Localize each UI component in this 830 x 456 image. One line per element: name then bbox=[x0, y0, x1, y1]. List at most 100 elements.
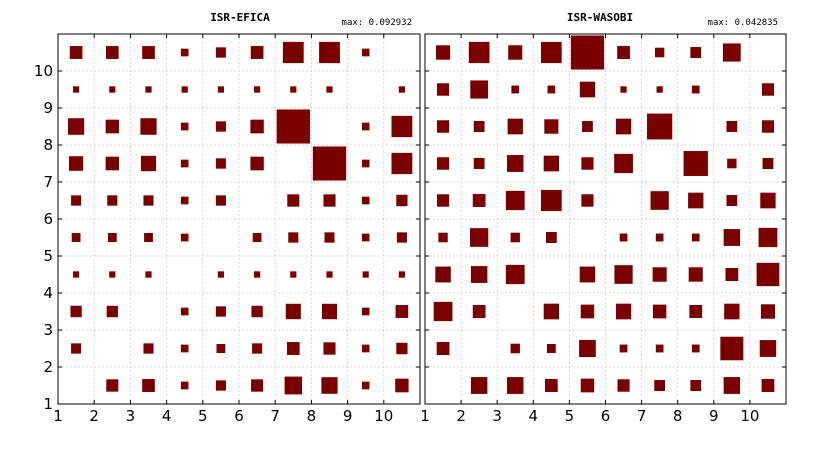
cell-square-r10-c9 bbox=[361, 48, 370, 57]
cell-square-r1-c3 bbox=[507, 377, 524, 394]
cell-square-r3-c4 bbox=[180, 307, 189, 316]
cell-square-r1-c5 bbox=[580, 378, 595, 393]
cell-square-r8-c6 bbox=[615, 118, 632, 135]
cell-square-r4-c1 bbox=[73, 271, 80, 278]
cell-square-r8-c10 bbox=[391, 115, 413, 138]
y-tick-label: 10 bbox=[34, 62, 53, 80]
cell-square-r1-c6 bbox=[617, 379, 630, 392]
cell-square-r8-c4 bbox=[544, 119, 559, 134]
x-tick-label: 6 bbox=[234, 407, 244, 425]
cell-square-r5-c7 bbox=[655, 233, 664, 242]
x-tick-label: 10 bbox=[740, 407, 759, 425]
cell-square-r2-c10 bbox=[396, 342, 408, 355]
cell-square-r8-c3 bbox=[507, 118, 523, 135]
cell-square-r10-c3 bbox=[142, 46, 155, 59]
cell-square-r4-c7 bbox=[652, 267, 667, 282]
cell-square-r10-c7 bbox=[654, 47, 665, 58]
cell-square-r5-c3 bbox=[144, 233, 153, 242]
x-tick-label: 7 bbox=[637, 407, 647, 425]
cell-square-r3-c2 bbox=[472, 304, 486, 319]
cell-square-r5-c10 bbox=[758, 227, 778, 248]
y-tick-label: 3 bbox=[43, 321, 53, 339]
cell-square-r2-c9 bbox=[361, 344, 370, 353]
cell-square-r2-c5 bbox=[216, 344, 226, 353]
marks bbox=[68, 41, 413, 395]
cell-square-r9-c3 bbox=[145, 86, 152, 93]
cell-square-r2-c7 bbox=[286, 342, 300, 355]
ticks: 1 2 3 4 5 6 7 8 9 10 bbox=[420, 34, 786, 425]
cell-square-r5-c10 bbox=[396, 232, 407, 243]
grid bbox=[425, 34, 786, 404]
cell-square-r10-c5 bbox=[215, 47, 226, 58]
cell-square-r5-c7 bbox=[288, 232, 299, 243]
cell-square-r8-c4 bbox=[180, 122, 189, 131]
cell-square-r2-c8 bbox=[691, 344, 700, 353]
cell-square-r3-c4 bbox=[543, 303, 560, 320]
cell-square-r6-c3 bbox=[505, 190, 525, 211]
cell-square-r7-c6 bbox=[250, 156, 264, 171]
cell-square-r9-c7 bbox=[290, 86, 297, 93]
x-tick-label: 10 bbox=[374, 407, 393, 425]
cell-square-r3-c5 bbox=[580, 304, 595, 319]
x-tick-label: 1 bbox=[53, 407, 63, 425]
x-tick-label: 9 bbox=[709, 407, 719, 425]
cell-square-r2-c5 bbox=[579, 339, 596, 358]
y-tick-label: 9 bbox=[43, 99, 53, 117]
x-tick-label: 2 bbox=[89, 407, 99, 425]
cell-square-r6-c2 bbox=[107, 195, 118, 206]
cell-square-r10-c4 bbox=[180, 48, 189, 57]
cell-square-r6-c9 bbox=[726, 194, 738, 207]
cell-square-r2-c10 bbox=[759, 340, 777, 357]
cell-square-r4-c8 bbox=[688, 267, 703, 282]
x-tick-label: 3 bbox=[492, 407, 502, 425]
cell-square-r10-c8 bbox=[319, 41, 340, 64]
cell-square-r5-c8 bbox=[691, 233, 700, 242]
cell-square-r3-c7 bbox=[652, 304, 667, 319]
cell-square-r6-c10 bbox=[396, 194, 408, 207]
cell-square-r9-c5 bbox=[579, 81, 596, 98]
cell-square-r6-c4 bbox=[541, 189, 562, 212]
cell-square-r6-c8 bbox=[688, 192, 704, 209]
panel-isr-efica: ISR-EFICA max: 0.092932 1 2 3 4 5 6 7 8 9 10 1 2 3 4 5… bbox=[34, 11, 421, 425]
cell-square-r1-c3 bbox=[142, 379, 155, 392]
cell-square-r5-c8 bbox=[324, 232, 335, 243]
cell-square-r6-c3 bbox=[143, 195, 154, 206]
cell-square-r6-c8 bbox=[323, 194, 336, 207]
cell-square-r9-c10 bbox=[398, 86, 405, 93]
cell-square-r7-c5 bbox=[581, 157, 594, 170]
cell-square-r1-c10 bbox=[761, 378, 775, 393]
cell-square-r4-c5 bbox=[579, 266, 596, 283]
cell-square-r9-c10 bbox=[761, 83, 775, 96]
cell-square-r2-c4 bbox=[180, 344, 189, 353]
cell-square-r6-c7 bbox=[287, 194, 300, 207]
cell-square-r5-c6 bbox=[619, 233, 628, 242]
cell-square-r5-c2 bbox=[107, 233, 117, 242]
cell-square-r8-c9 bbox=[726, 120, 738, 133]
cell-square-r3-c1 bbox=[70, 305, 82, 318]
cell-square-r5-c4 bbox=[545, 231, 557, 244]
cell-square-r2-c4 bbox=[546, 344, 556, 354]
cell-square-r7-c9 bbox=[361, 159, 370, 168]
x-tick-label: 9 bbox=[343, 407, 353, 425]
cell-square-r9-c1 bbox=[436, 83, 450, 96]
cell-square-r9-c2 bbox=[109, 86, 116, 93]
cell-square-r6-c9 bbox=[361, 196, 370, 205]
marks bbox=[433, 35, 780, 394]
cell-square-r10-c2 bbox=[105, 46, 119, 59]
cell-square-r1-c6 bbox=[251, 379, 264, 392]
x-tick-label: 5 bbox=[198, 407, 208, 425]
cell-square-r7-c2 bbox=[473, 157, 485, 170]
cell-square-r2-c6 bbox=[619, 344, 628, 353]
cell-square-r10-c7 bbox=[282, 41, 304, 64]
x-tick-label: 8 bbox=[673, 407, 683, 425]
x-tick-label: 3 bbox=[126, 407, 136, 425]
cell-square-r4-c3 bbox=[505, 264, 525, 285]
cell-square-r3-c6 bbox=[251, 305, 263, 318]
cell-square-r7-c9 bbox=[727, 158, 737, 169]
cell-square-r5-c2 bbox=[470, 228, 489, 247]
cell-square-r2-c1 bbox=[71, 343, 82, 354]
cell-square-r2-c3 bbox=[143, 343, 154, 354]
y-tick-label: 4 bbox=[43, 284, 53, 302]
cell-square-r10-c6 bbox=[250, 46, 264, 59]
cell-square-r7-c6 bbox=[614, 153, 633, 174]
